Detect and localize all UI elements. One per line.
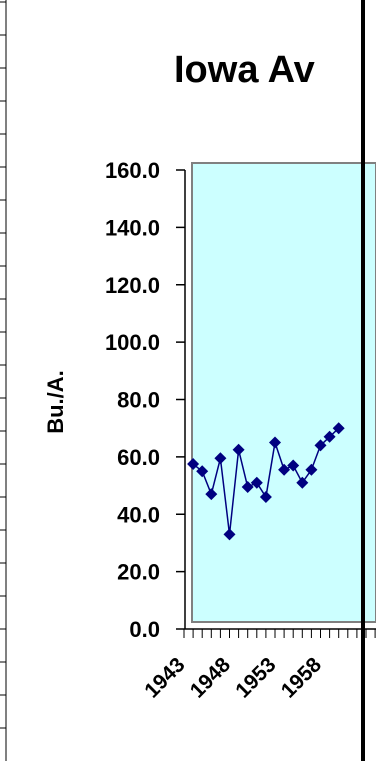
y-tick-label: 160.0 [105, 158, 160, 183]
y-tick-label: 40.0 [117, 502, 160, 527]
y-tick-label: 100.0 [105, 330, 160, 355]
data-point [287, 459, 300, 472]
plot-area [191, 162, 376, 623]
data-point [296, 476, 309, 489]
y-tick-label: 120.0 [105, 273, 160, 298]
data-point [250, 476, 263, 489]
data-point [332, 422, 345, 435]
data-point [241, 480, 254, 493]
y-axis: 0.0 20.0 40.0 60.0 80.0 100.0 120.0 140.0 160.0 [105, 158, 186, 642]
y-tick-label: 60.0 [117, 445, 160, 470]
data-point [232, 443, 245, 456]
data-point [196, 465, 209, 478]
data-point [278, 463, 291, 476]
data-point [187, 458, 200, 471]
x-tick-label: 1943 [140, 653, 189, 702]
data-point [314, 439, 327, 452]
data-point [205, 488, 218, 501]
y-tick-label: 80.0 [117, 388, 160, 413]
left-page-rules [0, 0, 7, 761]
chart-title: Iowa Av [174, 49, 315, 91]
x-tick-label: 1958 [277, 653, 327, 703]
data-point [259, 491, 272, 504]
page-divider [361, 0, 365, 761]
data-point [214, 452, 227, 465]
data-point [269, 436, 281, 449]
y-axis-label: Bu./A. [43, 370, 68, 434]
series-line [187, 422, 345, 541]
data-point [223, 528, 236, 541]
data-point [305, 463, 318, 476]
y-tick-label: 0.0 [129, 617, 160, 642]
data-point [323, 430, 336, 443]
x-tick-label: 1953 [231, 653, 280, 702]
x-tick-label: 1948 [186, 653, 236, 703]
y-tick-label: 140.0 [105, 215, 160, 240]
y-tick-label: 20.0 [117, 560, 160, 585]
